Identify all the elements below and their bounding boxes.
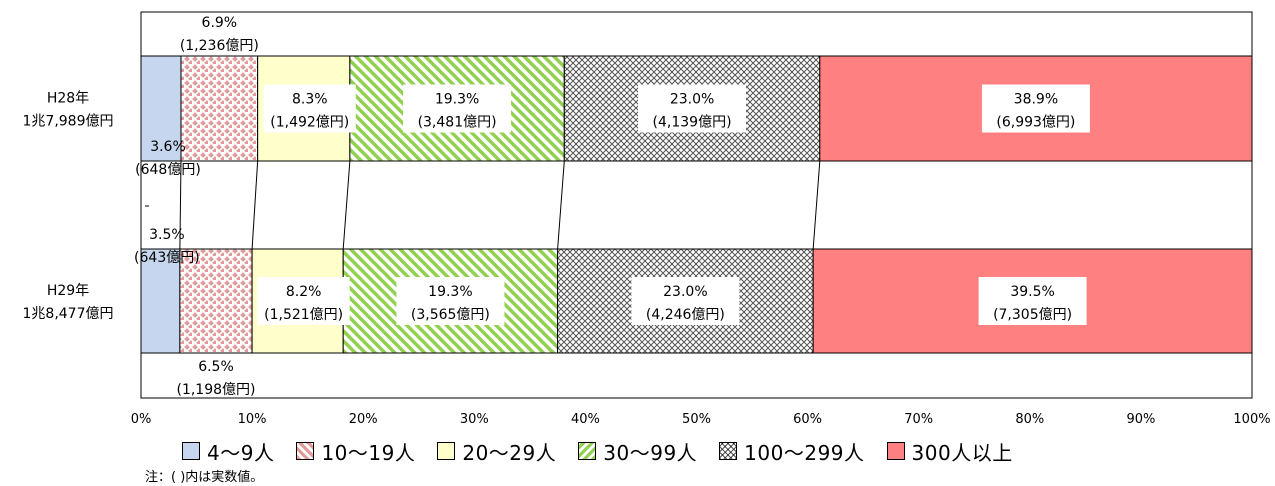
data-label-10-19-1: 6.5% (1,198億円): [176, 359, 255, 398]
data-label-30-99-0-box: [403, 84, 512, 133]
legend-item-30-99: 30〜99人: [578, 437, 697, 466]
data-label-30-99-0-amount: (3,481億円): [418, 115, 497, 131]
data-label-300plus-0-box: [981, 84, 1090, 133]
data-label-10-19-0: 6.9% (1,236億円): [180, 15, 259, 54]
legend-swatch-10-19: [296, 442, 315, 460]
segment-labels: 3.6% (648億円) 6.9% (1,236億円) 8.3% (1,492億円) 19.…: [134, 15, 1090, 398]
data-label-100-299-1-amount: (4,246億円): [646, 307, 725, 323]
connector-line-4: [812, 160, 821, 250]
data-label-300plus-1-text: 39.5%: [1010, 284, 1054, 300]
legend-item-300plus: 300人以上: [886, 437, 1013, 466]
x-tick-label-2: 20%: [349, 412, 378, 427]
data-label-10-19-1-amount: (1,198億円): [176, 382, 255, 398]
data-label-4-9-1-amount: (643億円): [134, 250, 200, 266]
x-tick-label-10: 100%: [1233, 412, 1270, 427]
data-label-100-299-1: 23.0% (4,246億円): [631, 277, 740, 325]
data-label-30-99-1-amount: (3,565億円): [411, 307, 490, 323]
connector-lines: [179, 160, 821, 250]
legend-label-4-9: 4〜9人: [207, 440, 275, 465]
x-tick-label-6: 60%: [793, 412, 822, 427]
data-label-300plus-1-box: [978, 277, 1087, 325]
data-label-4-9-0: 3.6% (648億円): [135, 139, 201, 178]
data-label-4-9-0-amount: (648億円): [135, 162, 201, 178]
data-label-20-29-1-amount: (1,521億円): [264, 307, 343, 323]
legend-item-100-299: 100〜299人: [719, 437, 864, 466]
data-label-30-99-1: 19.3% (3,565億円): [396, 277, 505, 325]
data-label-20-29-0: 8.3% (1,492億円): [263, 84, 356, 133]
category-total-1: 1兆8,477億円: [23, 306, 114, 322]
data-label-300plus-0-text: 38.9%: [1014, 92, 1058, 108]
category-total-0: 1兆7,989億円: [23, 114, 114, 130]
x-tick-label-1: 10%: [238, 412, 267, 427]
legend-swatch-4-9: [182, 442, 200, 460]
legend-label-30-99: 30〜99人: [603, 440, 698, 465]
data-label-30-99-0-text: 19.3%: [435, 92, 479, 108]
bar-10-19-0: [180, 55, 259, 162]
data-label-20-29-1-text: 8.2%: [286, 284, 322, 300]
legend-swatch-20-29: [437, 442, 456, 460]
x-tick-label-3: 30%: [460, 412, 489, 427]
data-label-20-29-1: 8.2% (1,521億円): [257, 277, 350, 325]
data-label-100-299-1-text: 23.0%: [663, 284, 707, 300]
legend-swatch-300plus: [886, 442, 905, 460]
connector-line-2: [342, 160, 351, 250]
data-label-30-99-1-box: [396, 277, 505, 325]
data-label-20-29-1-box: [257, 277, 350, 325]
data-label-4-9-1-text: 3.5%: [149, 227, 185, 243]
data-label-100-299-0-amount: (4,139億円): [653, 115, 732, 131]
category-labels: H28年 1兆7,989億円 H29年 1兆8,477億円: [23, 91, 114, 323]
category-label-1: H29年: [47, 283, 89, 299]
bar-4-9-0: [140, 55, 182, 162]
legend-swatch-100-299: [719, 442, 738, 460]
legend-swatch-30-99: [578, 442, 597, 460]
data-label-4-9-1: 3.5% (643億円): [134, 227, 200, 266]
data-label-20-29-0-box: [263, 84, 356, 133]
bar-10-19-1: [179, 248, 253, 354]
data-label-300plus-0: 38.9% (6,993億円): [981, 84, 1090, 133]
x-tick-label-4: 40%: [571, 412, 600, 427]
data-label-4-9-0-text: 3.6%: [150, 139, 186, 155]
connector-line-1: [251, 160, 259, 250]
bars: [140, 55, 1253, 354]
data-label-30-99-0: 19.3% (3,481億円): [403, 84, 512, 133]
x-tick-label-0: 0%: [131, 412, 152, 427]
data-label-100-299-1-box: [631, 277, 740, 325]
legend-item-4-9: 4〜9人: [182, 437, 274, 466]
data-label-100-299-0: 23.0% (4,139億円): [638, 84, 747, 133]
legend-label-300plus: 300人以上: [911, 440, 1013, 465]
x-tick-label-5: 50%: [682, 412, 711, 427]
connector-line-3: [557, 160, 565, 250]
data-label-30-99-1-text: 19.3%: [428, 284, 472, 300]
legend: 4〜9人 10〜19人 20〜29人 30〜99人 100〜299人 300人以上: [182, 437, 1035, 466]
legend-label-10-19: 10〜19人: [321, 440, 416, 465]
data-label-300plus-1: 39.5% (7,305億円): [978, 277, 1087, 325]
data-label-10-19-0-amount: (1,236億円): [180, 38, 259, 54]
data-label-100-299-0-text: 23.0%: [670, 92, 714, 108]
legend-label-20-29: 20〜29人: [462, 440, 557, 465]
legend-label-100-299: 100〜299人: [744, 440, 865, 465]
data-label-100-299-0-box: [638, 84, 747, 133]
category-label-0: H28年: [47, 91, 89, 107]
data-label-300plus-0-amount: (6,993億円): [996, 115, 1075, 131]
data-label-300plus-1-amount: (7,305億円): [993, 307, 1072, 323]
legend-item-20-29: 20〜29人: [437, 437, 556, 466]
data-label-10-19-1-text: 6.5%: [198, 359, 234, 375]
data-label-20-29-0-amount: (1,492億円): [270, 115, 349, 131]
x-tick-label-9: 90%: [1126, 412, 1155, 427]
connector-line-0: [179, 160, 182, 250]
x-tick-label-7: 70%: [904, 412, 933, 427]
x-tick-label-8: 80%: [1015, 412, 1044, 427]
chart-note: 注：( )内は実数値。: [145, 470, 264, 485]
x-axis-ticks: 0% 10% 20% 30% 40% 50% 60% 70% 80% 90% 100%: [131, 412, 1271, 427]
stacked-bar-chart: 3.6% (648億円) 6.9% (1,236億円) 8.3% (1,492億円) 19.…: [23, 11, 1271, 427]
data-label-20-29-0-text: 8.3%: [292, 92, 328, 108]
legend-item-10-19: 10〜19人: [296, 437, 415, 466]
data-label-10-19-0-text: 6.9%: [202, 15, 238, 31]
